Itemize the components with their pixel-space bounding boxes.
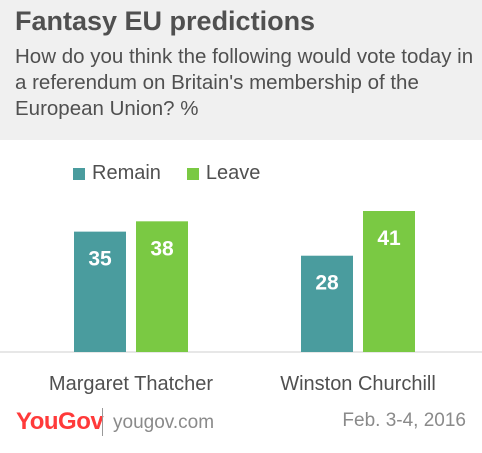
bar-remain-1 — [74, 231, 126, 352]
footer-url[interactable]: yougov.com — [113, 412, 215, 433]
data-label-remain-1: 35 — [88, 248, 112, 271]
bar-leave-1 — [136, 221, 188, 352]
chart-subtitle: How do you think the following would vot… — [15, 45, 474, 120]
bar-remain-2 — [301, 255, 353, 352]
legend-swatch-remain — [73, 167, 85, 180]
bar-leave-2 — [363, 211, 415, 352]
chart-title: Fantasy EU predictions — [15, 6, 316, 36]
data-label-leave-1: 38 — [150, 237, 174, 260]
legend-label-leave: Leave — [205, 162, 261, 184]
data-label-leave-2: 41 — [377, 227, 401, 250]
category-label-1: Margaret Thatcher — [49, 373, 213, 395]
category-label-2: Winston Churchill — [280, 373, 436, 395]
legend: Remain Leave — [73, 162, 286, 185]
header-panel: Fantasy EU predictions How do you think … — [0, 0, 482, 140]
legend-item-leave: Leave — [186, 162, 261, 185]
legend-swatch-leave — [186, 167, 199, 180]
footer-date: Feb. 3-4, 2016 — [342, 410, 466, 431]
legend-label-remain: Remain — [92, 162, 161, 184]
legend-item-remain: Remain — [73, 162, 161, 185]
footer-divider — [102, 408, 103, 436]
data-label-remain-2: 28 — [315, 272, 339, 295]
bar-chart: 35 38 Margaret Thatcher 28 41 Winston Churchi… — [0, 211, 482, 395]
yougov-logo: YouGov — [16, 408, 104, 435]
